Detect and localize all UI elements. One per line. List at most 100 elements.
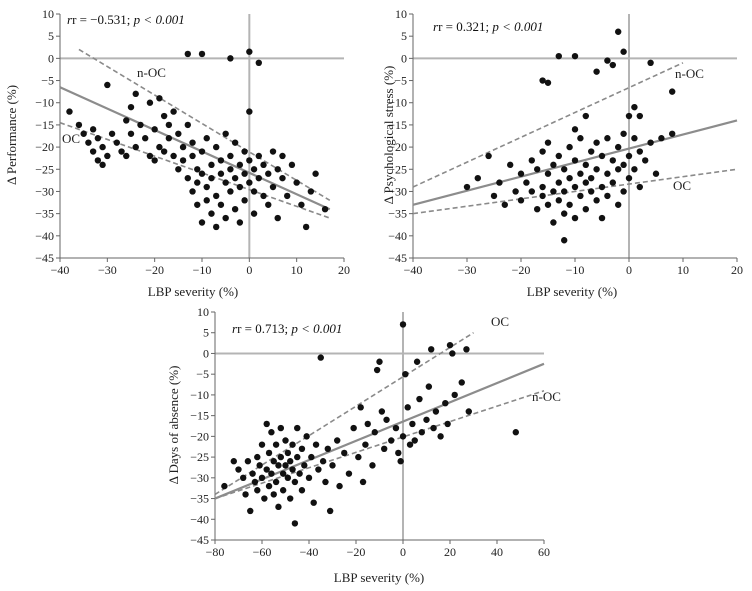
data-point bbox=[291, 478, 299, 486]
data-point bbox=[160, 148, 168, 155]
data-point bbox=[270, 491, 277, 498]
data-point bbox=[625, 112, 633, 120]
data-point bbox=[577, 170, 584, 177]
data-point bbox=[555, 179, 562, 186]
data-point bbox=[544, 79, 552, 86]
data-point bbox=[359, 478, 367, 486]
data-point bbox=[593, 68, 600, 75]
x-tick-label: −20 bbox=[512, 263, 531, 277]
data-point bbox=[277, 424, 284, 432]
y-tick-label: −10 bbox=[190, 388, 209, 402]
data-point bbox=[395, 449, 402, 457]
data-point bbox=[362, 441, 369, 448]
data-point bbox=[490, 192, 498, 200]
data-points bbox=[221, 321, 519, 527]
x-tick-label: −20 bbox=[347, 545, 366, 559]
data-point bbox=[303, 433, 310, 440]
x-tick-label: 20 bbox=[731, 263, 743, 277]
data-point bbox=[593, 166, 600, 173]
confidence-bands bbox=[412, 62, 738, 215]
data-point bbox=[437, 433, 444, 440]
data-point bbox=[411, 437, 418, 444]
data-point bbox=[160, 112, 168, 120]
data-point bbox=[217, 201, 225, 208]
data-point bbox=[251, 478, 259, 486]
y-axis-label: Δ Days of absence (%) bbox=[166, 366, 181, 485]
data-point bbox=[279, 152, 286, 160]
data-point bbox=[221, 482, 228, 490]
data-point bbox=[571, 183, 579, 191]
data-point bbox=[255, 59, 262, 66]
data-point bbox=[310, 499, 317, 506]
data-point bbox=[289, 466, 296, 473]
data-point bbox=[288, 161, 296, 169]
data-point bbox=[132, 143, 139, 151]
data-point bbox=[615, 143, 622, 151]
data-point bbox=[322, 478, 329, 486]
data-point bbox=[307, 188, 315, 195]
data-point bbox=[620, 161, 627, 169]
data-point bbox=[217, 157, 225, 164]
data-point bbox=[179, 157, 187, 164]
data-point bbox=[189, 139, 196, 146]
data-point bbox=[250, 210, 258, 217]
data-point bbox=[399, 321, 407, 328]
data-point bbox=[230, 458, 237, 465]
y-tick-label: −20 bbox=[388, 140, 407, 154]
y-tick-label: 5 bbox=[203, 326, 209, 340]
data-point bbox=[203, 197, 210, 204]
data-point bbox=[258, 441, 266, 448]
data-point bbox=[208, 174, 215, 182]
x-axis-label: LBP severity (%) bbox=[334, 570, 425, 585]
y-tick-labels: 10 5 0 −5 −10 −15 −20 −25 −30 −35 −40 −45 bbox=[388, 7, 413, 265]
x-tick-label: −10 bbox=[566, 263, 585, 277]
data-point bbox=[194, 166, 201, 173]
data-point bbox=[203, 183, 210, 191]
data-point bbox=[298, 201, 305, 208]
x-axis-label: LBP severity (%) bbox=[527, 284, 618, 299]
data-point bbox=[246, 179, 253, 186]
data-point bbox=[165, 121, 173, 129]
data-point bbox=[555, 152, 562, 160]
data-point bbox=[373, 366, 381, 374]
data-point bbox=[246, 48, 253, 55]
data-point bbox=[302, 223, 310, 231]
y-tick-label: 0 bbox=[401, 51, 407, 65]
y-tick-label: 0 bbox=[48, 51, 54, 65]
data-point bbox=[241, 148, 248, 155]
data-point bbox=[631, 135, 638, 142]
data-point bbox=[189, 188, 196, 195]
data-point bbox=[598, 183, 606, 191]
data-point bbox=[539, 192, 546, 200]
x-tick-label: −40 bbox=[300, 545, 319, 559]
data-point bbox=[423, 416, 430, 423]
y-tick-label: −10 bbox=[35, 96, 54, 110]
data-point bbox=[517, 197, 525, 204]
data-point bbox=[208, 161, 215, 169]
x-tick-label: −20 bbox=[145, 263, 164, 277]
stat-label: rr = −0.531; p < 0.001 bbox=[67, 12, 185, 27]
data-point bbox=[213, 143, 220, 151]
data-point bbox=[227, 188, 234, 195]
y-tick-label: −30 bbox=[388, 184, 407, 198]
data-point bbox=[465, 408, 472, 415]
y-tick-label: −35 bbox=[35, 207, 54, 221]
data-point bbox=[544, 201, 552, 208]
data-point bbox=[165, 135, 173, 142]
data-point bbox=[625, 174, 633, 182]
data-point bbox=[425, 383, 433, 390]
data-point bbox=[561, 188, 568, 195]
y-tick-label: 10 bbox=[395, 7, 407, 21]
band-line-oc bbox=[412, 168, 738, 215]
data-point bbox=[227, 166, 234, 173]
y-tick-label: −15 bbox=[190, 409, 209, 423]
data-point bbox=[249, 470, 256, 477]
data-point bbox=[406, 441, 414, 448]
data-point bbox=[184, 174, 191, 182]
data-point bbox=[463, 346, 470, 353]
data-point bbox=[566, 174, 573, 182]
data-point bbox=[402, 370, 409, 378]
x-tick-labels: −40 −30 −20 −10 0 10 20 bbox=[404, 258, 743, 277]
data-point bbox=[222, 130, 229, 137]
y-tick-label: −40 bbox=[190, 512, 209, 526]
